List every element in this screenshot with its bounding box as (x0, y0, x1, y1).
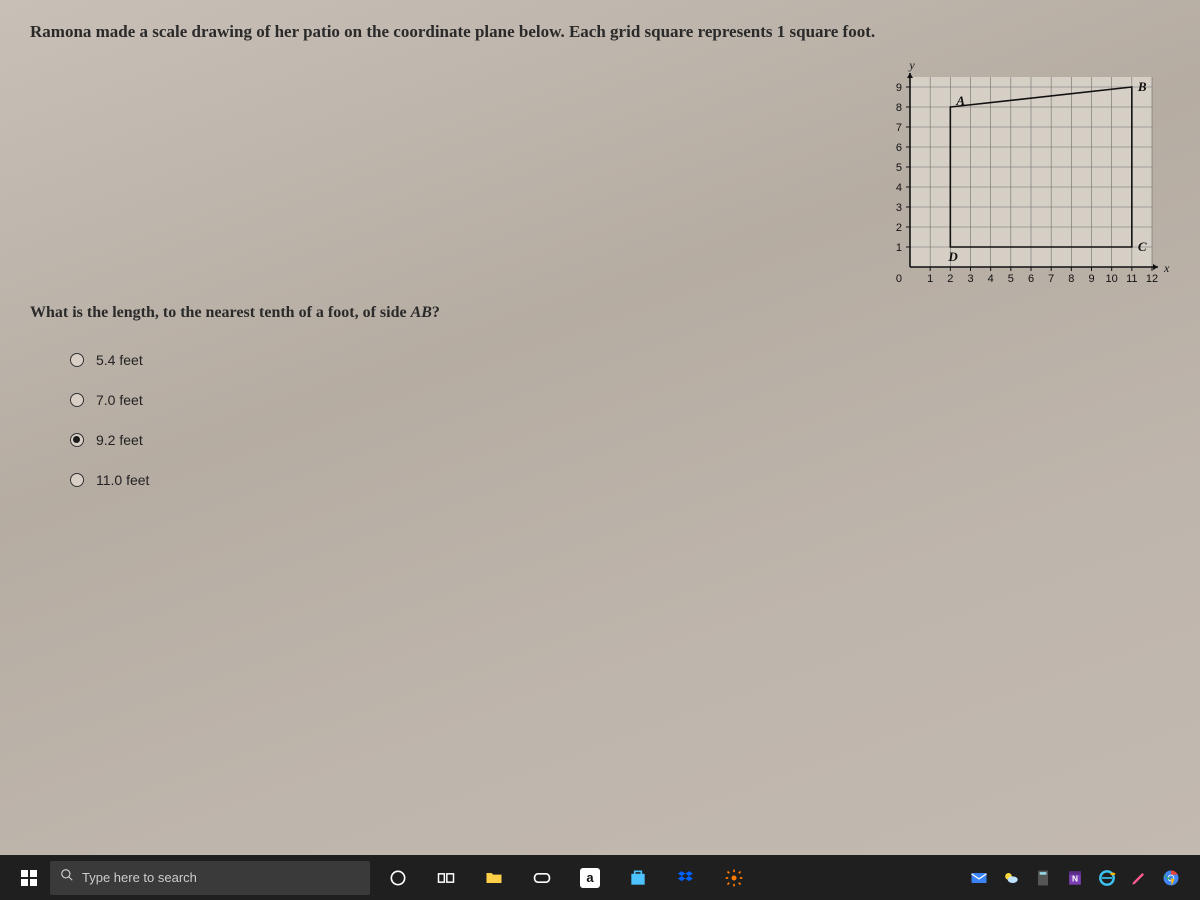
svg-text:10: 10 (1106, 273, 1118, 285)
answer-option[interactable]: 11.0 feet (70, 472, 1170, 488)
svg-text:9: 9 (1088, 273, 1094, 285)
svg-text:12: 12 (1146, 273, 1158, 285)
radio-icon (70, 353, 84, 367)
weather-icon[interactable] (996, 858, 1026, 898)
radio-icon (70, 473, 84, 487)
svg-text:6: 6 (896, 142, 902, 154)
svg-text:4: 4 (896, 182, 902, 194)
calculator-icon[interactable] (1028, 858, 1058, 898)
svg-text:N: N (1072, 873, 1078, 883)
settings-orange-icon[interactable] (712, 858, 756, 898)
system-tray: N (964, 858, 1192, 898)
svg-text:9: 9 (896, 82, 902, 94)
svg-text:8: 8 (1068, 273, 1074, 285)
svg-text:2: 2 (947, 273, 953, 285)
taskbar-search[interactable]: Type here to search (50, 861, 370, 895)
svg-text:A: A (955, 93, 965, 108)
svg-text:7: 7 (896, 122, 902, 134)
svg-text:3: 3 (967, 273, 973, 285)
answer-options: 5.4 feet 7.0 feet 9.2 feet 11.0 feet (70, 352, 1170, 488)
cortana-icon[interactable] (376, 858, 420, 898)
radio-icon (70, 433, 84, 447)
question-text: What is the length, to the nearest tenth… (30, 304, 1170, 322)
svg-text:D: D (947, 249, 958, 264)
taskbar-pinned-apps: a (376, 858, 756, 898)
svg-text:0: 0 (896, 273, 902, 285)
answer-option[interactable]: 7.0 feet (70, 392, 1170, 408)
question-variable: AB (411, 304, 432, 321)
svg-text:11: 11 (1126, 273, 1137, 285)
svg-text:4: 4 (988, 273, 994, 285)
svg-text:3: 3 (896, 202, 902, 214)
svg-text:1: 1 (927, 273, 933, 285)
start-button[interactable] (8, 858, 50, 898)
option-label: 7.0 feet (96, 392, 143, 408)
svg-text:5: 5 (896, 162, 902, 174)
loop-icon[interactable] (520, 858, 564, 898)
store-icon[interactable] (616, 858, 660, 898)
svg-text:2: 2 (896, 222, 902, 234)
amazon-icon[interactable]: a (568, 858, 612, 898)
answer-option[interactable]: 5.4 feet (70, 352, 1170, 368)
chrome-icon[interactable] (1156, 858, 1186, 898)
svg-text:y: y (908, 58, 915, 72)
taskview-icon[interactable] (424, 858, 468, 898)
dropbox-icon[interactable] (664, 858, 708, 898)
svg-text:C: C (1138, 239, 1147, 254)
radio-icon (70, 393, 84, 407)
question-prefix: What is the length, to the nearest tenth… (30, 304, 411, 321)
svg-text:6: 6 (1028, 273, 1034, 285)
search-placeholder-text: Type here to search (82, 870, 197, 885)
folder-icon[interactable] (472, 858, 516, 898)
quiz-content-area: Ramona made a scale drawing of her patio… (0, 0, 1200, 855)
svg-text:7: 7 (1048, 273, 1054, 285)
svg-text:x: x (1163, 261, 1170, 275)
option-label: 11.0 feet (96, 472, 149, 488)
svg-text:5: 5 (1008, 273, 1014, 285)
search-icon (60, 868, 74, 887)
coordinate-graph: 1234567891011121234567890xyABCD (880, 55, 1170, 295)
pen-icon[interactable] (1124, 858, 1154, 898)
windows-taskbar: Type here to search a N (0, 855, 1200, 900)
option-label: 9.2 feet (96, 432, 143, 448)
option-label: 5.4 feet (96, 352, 143, 368)
svg-text:1: 1 (896, 242, 902, 254)
answer-option[interactable]: 9.2 feet (70, 432, 1170, 448)
svg-text:B: B (1137, 79, 1147, 94)
problem-statement: Ramona made a scale drawing of her patio… (30, 20, 1170, 44)
question-suffix: ? (432, 304, 440, 321)
windows-logo-icon (21, 870, 37, 886)
mail-icon[interactable] (964, 858, 994, 898)
svg-text:8: 8 (896, 102, 902, 114)
internet-explorer-icon[interactable] (1092, 858, 1122, 898)
notes-icon[interactable]: N (1060, 858, 1090, 898)
